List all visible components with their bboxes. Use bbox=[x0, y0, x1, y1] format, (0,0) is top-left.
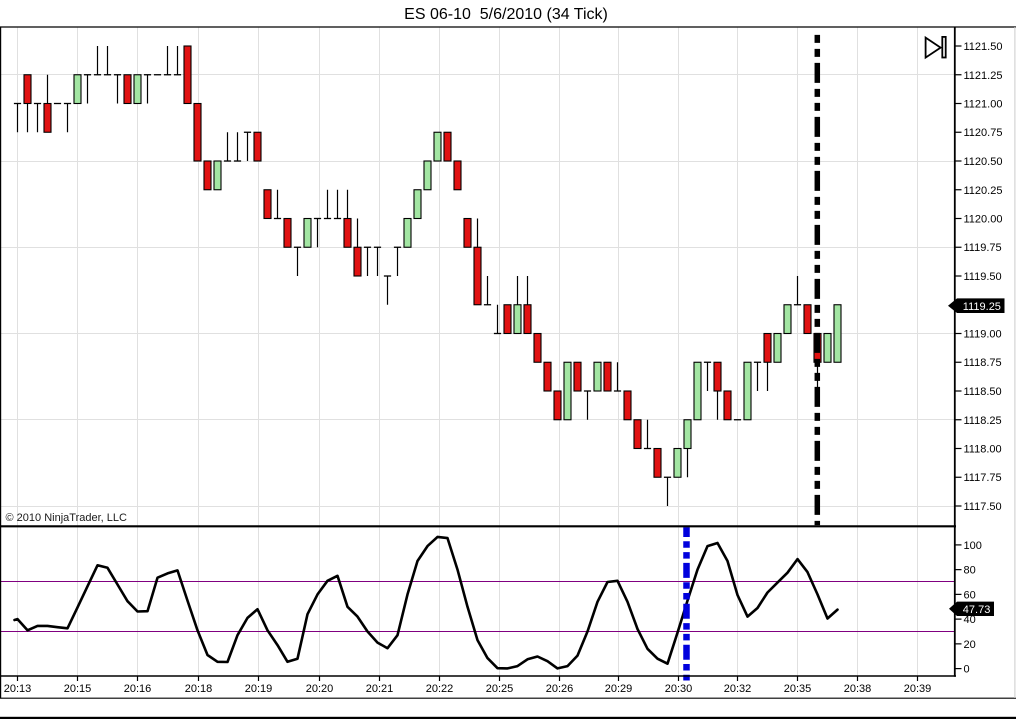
svg-text:20:13: 20:13 bbox=[4, 683, 32, 695]
svg-text:20:29: 20:29 bbox=[605, 683, 633, 695]
svg-text:20:39: 20:39 bbox=[904, 683, 932, 695]
svg-text:20:20: 20:20 bbox=[306, 683, 334, 695]
svg-text:20:35: 20:35 bbox=[784, 683, 812, 695]
svg-text:1117.75: 1117.75 bbox=[964, 472, 1002, 484]
svg-text:20:25: 20:25 bbox=[486, 683, 514, 695]
svg-text:1118.50: 1118.50 bbox=[964, 386, 1002, 398]
svg-text:1118.25: 1118.25 bbox=[964, 415, 1002, 427]
svg-text:20:30: 20:30 bbox=[665, 683, 693, 695]
svg-text:1121.50: 1121.50 bbox=[964, 41, 1003, 53]
svg-text:20:18: 20:18 bbox=[185, 683, 213, 695]
svg-text:© 2010 NinjaTrader, LLC: © 2010 NinjaTrader, LLC bbox=[6, 512, 127, 524]
svg-text:ES 06-10 5/6/2010 (34 Tick): ES 06-10 5/6/2010 (34 Tick) bbox=[404, 6, 608, 23]
svg-text:20:15: 20:15 bbox=[64, 683, 92, 695]
svg-text:1119.00: 1119.00 bbox=[964, 329, 1002, 341]
svg-text:1119.25: 1119.25 bbox=[963, 301, 1001, 313]
svg-text:1121.00: 1121.00 bbox=[964, 99, 1003, 111]
svg-text:1120.25: 1120.25 bbox=[964, 185, 1003, 197]
svg-text:20:19: 20:19 bbox=[245, 683, 273, 695]
svg-text:20:22: 20:22 bbox=[426, 683, 454, 695]
svg-text:1118.75: 1118.75 bbox=[964, 357, 1002, 369]
svg-text:20:26: 20:26 bbox=[546, 683, 574, 695]
svg-text:80: 80 bbox=[964, 565, 976, 577]
svg-text:1120.75: 1120.75 bbox=[964, 127, 1003, 139]
svg-text:60: 60 bbox=[964, 589, 976, 601]
svg-text:47.73: 47.73 bbox=[963, 604, 991, 616]
svg-text:20: 20 bbox=[964, 639, 976, 651]
svg-text:20:32: 20:32 bbox=[724, 683, 752, 695]
svg-text:1120.50: 1120.50 bbox=[964, 156, 1003, 168]
svg-text:1117.50: 1117.50 bbox=[964, 501, 1002, 513]
svg-text:1119.50: 1119.50 bbox=[964, 271, 1002, 283]
svg-text:1118.00: 1118.00 bbox=[964, 444, 1002, 456]
svg-text:20:21: 20:21 bbox=[366, 683, 394, 695]
svg-text:0: 0 bbox=[964, 664, 970, 676]
svg-text:100: 100 bbox=[964, 540, 982, 552]
svg-text:1120.00: 1120.00 bbox=[964, 214, 1003, 226]
svg-text:20:16: 20:16 bbox=[124, 683, 152, 695]
svg-text:20:38: 20:38 bbox=[844, 683, 872, 695]
svg-text:1119.75: 1119.75 bbox=[964, 242, 1002, 254]
svg-text:1121.25: 1121.25 bbox=[964, 70, 1003, 82]
svg-text:40: 40 bbox=[964, 614, 976, 626]
